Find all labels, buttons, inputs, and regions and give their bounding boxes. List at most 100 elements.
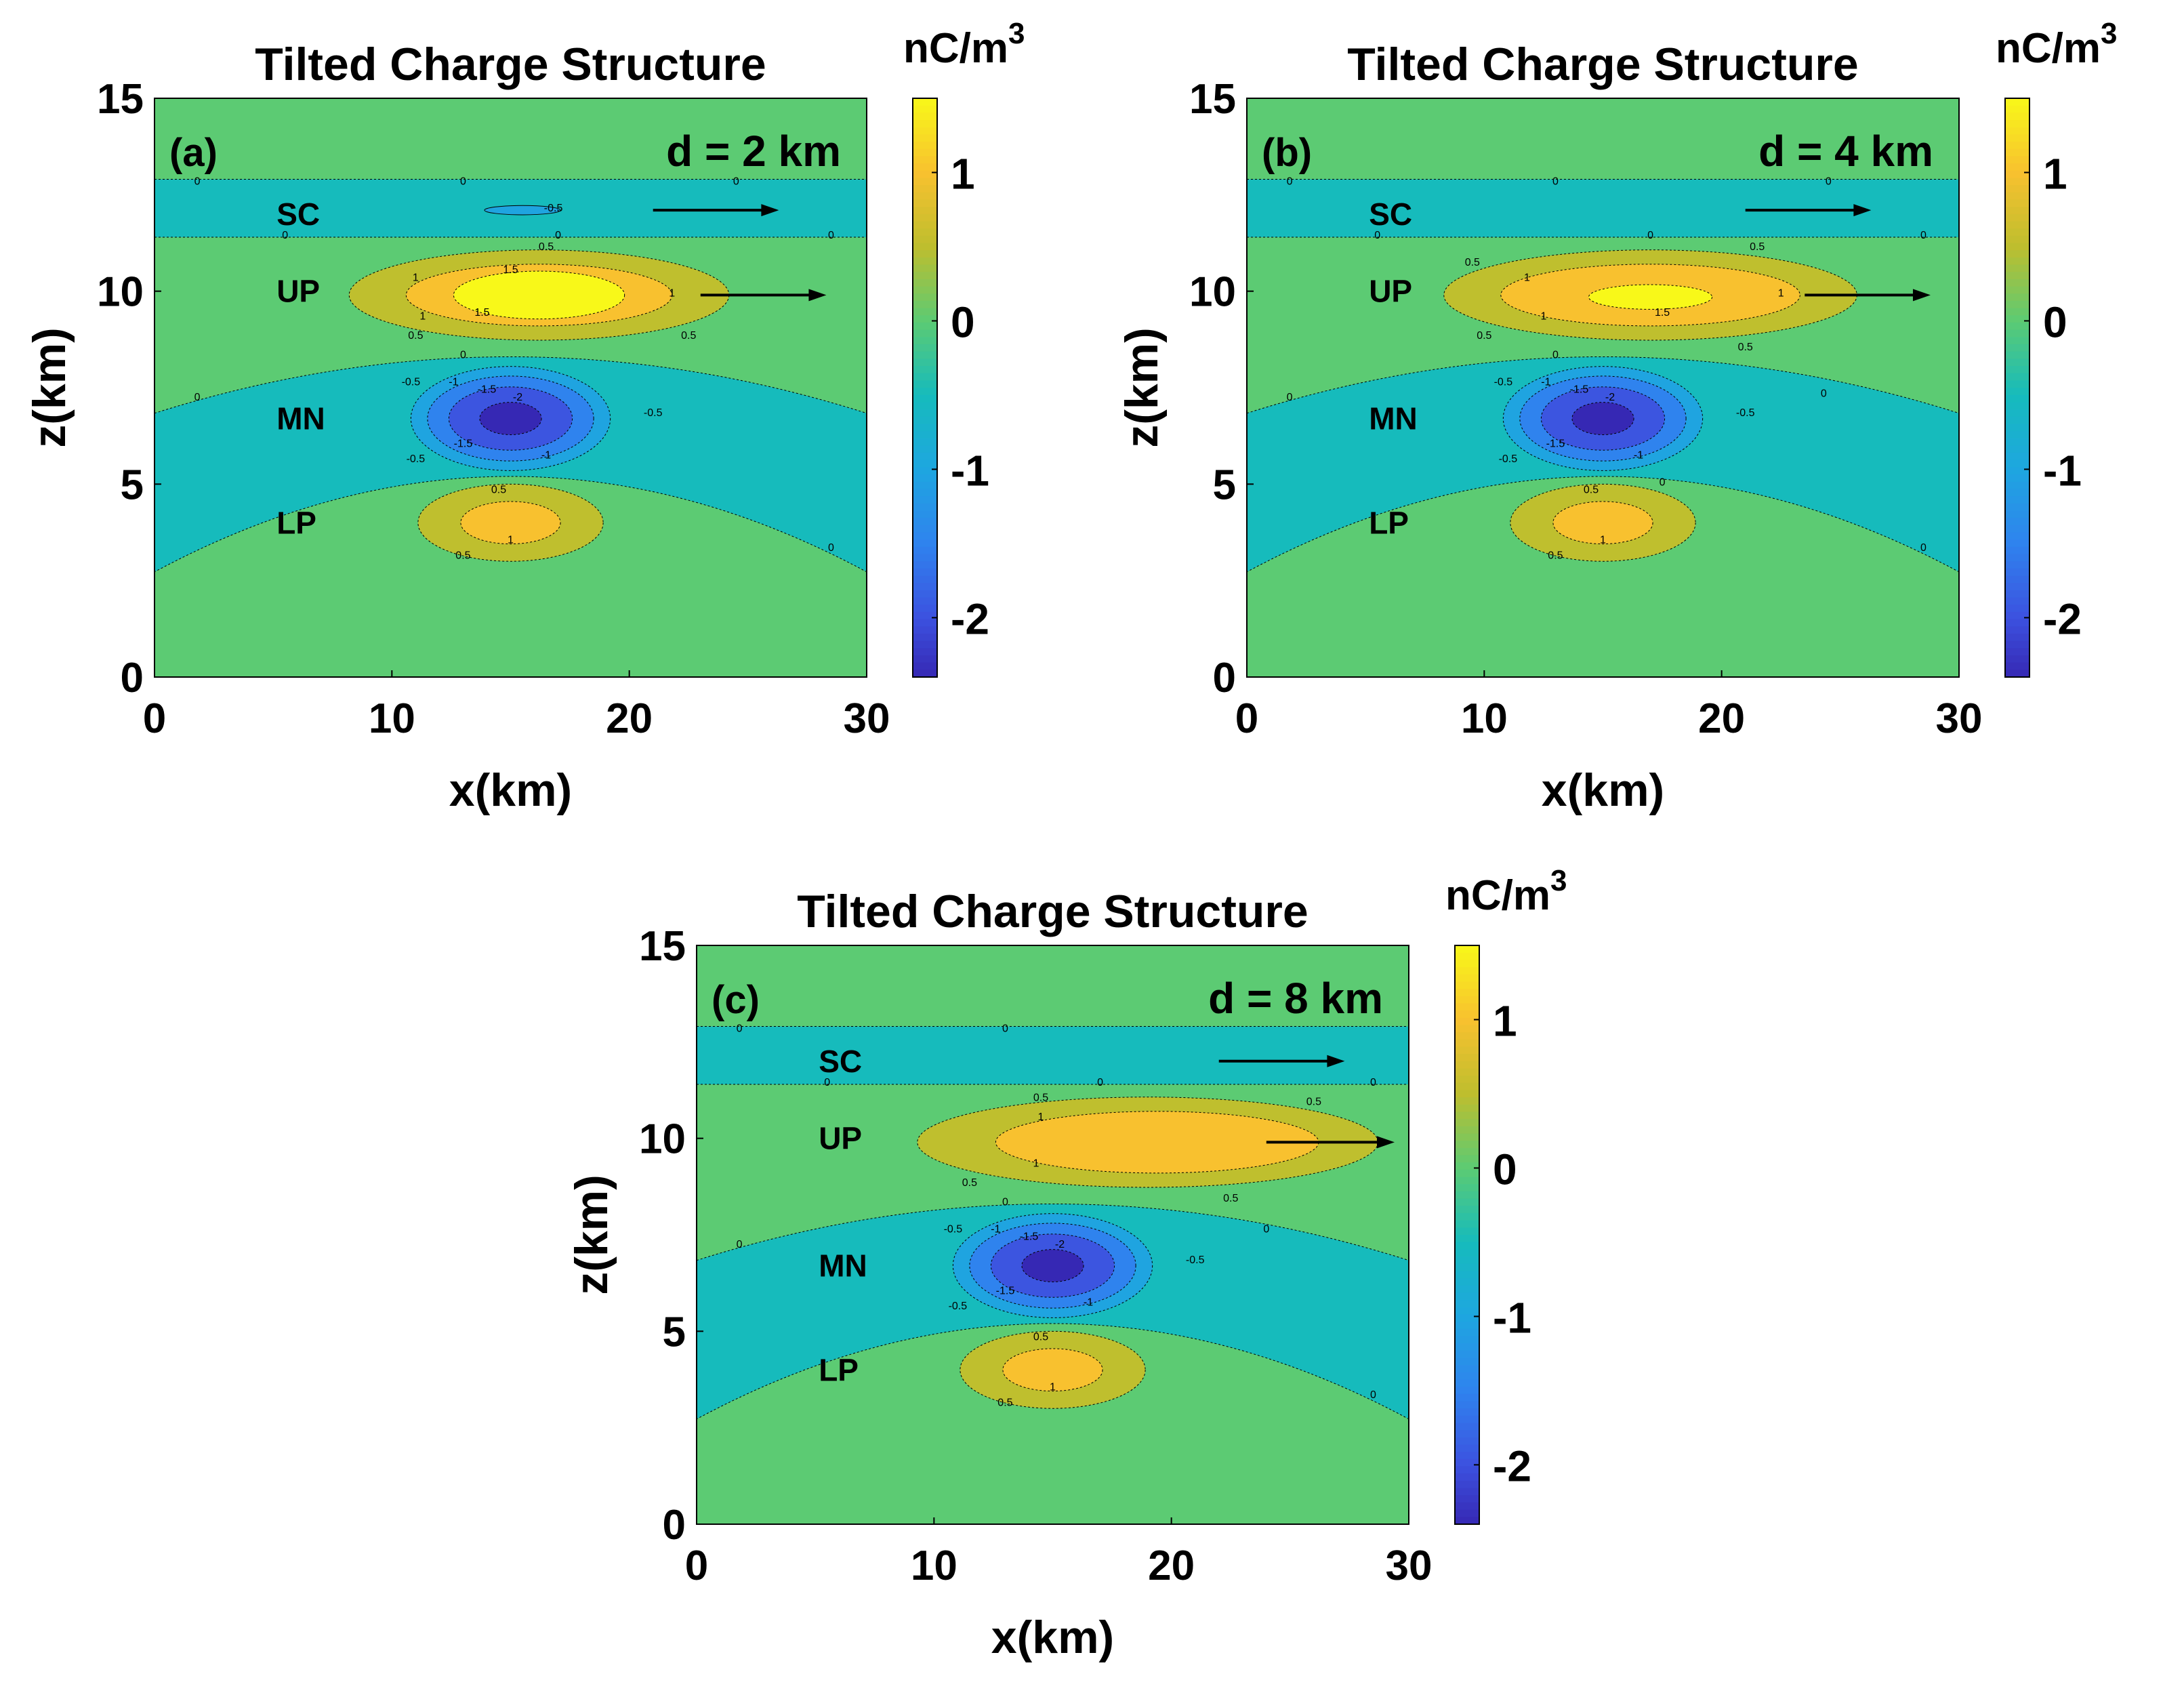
colorbar-cell: [2005, 648, 2030, 656]
colorbar-cell: [1455, 996, 1479, 1004]
colorbar-cell: [1455, 945, 1479, 954]
colorbar-cell: [2005, 662, 2030, 671]
up-contour-2: [453, 270, 625, 320]
contour-label: -1: [1634, 449, 1643, 461]
plot-area: 0 0 0 0 0 0 0.5 0.5 1 1 1.5 1 0.5 0.5 0 -0.5 -1 -1.5 -2 -0.…: [1247, 98, 1959, 677]
colorbar-cell: [2005, 554, 2030, 563]
colorbar-cell: [1455, 1162, 1479, 1170]
colorbar-cell: [2005, 590, 2030, 598]
region-label-sc: SC: [819, 1044, 862, 1079]
colorbar-cell: [2005, 489, 2030, 497]
colorbar-cell: [2005, 243, 2030, 251]
colorbar-cell: [1455, 1336, 1479, 1345]
colorbar-cell: [913, 597, 937, 606]
colorbar-cell: [1455, 1133, 1479, 1142]
contour-label: 0: [1374, 230, 1380, 241]
colorbar-cell: [913, 373, 937, 382]
contour-label: 0: [1370, 1077, 1376, 1088]
contour-label: 0.5: [1584, 485, 1599, 496]
contour-label: 0: [460, 176, 466, 187]
colorbar-cell: [2005, 394, 2030, 403]
colorbar-cell: [2005, 98, 2030, 106]
colorbar-cell: [913, 474, 937, 483]
contour-label: 1.5: [1655, 307, 1670, 319]
arrow-head: [1376, 1136, 1395, 1149]
panel-b: 0 0 0 0 0 0 0.5 0.5 1 1 1.5 1 0.5 0.5 0 -0.5 -1 -1.5 -2 -0.…: [1092, 0, 2184, 840]
colorbar-cell: [2005, 568, 2030, 577]
colorbar-cell: [1455, 1198, 1479, 1207]
colorbar-tick-label: 0: [1493, 1145, 1517, 1193]
colorbar-cell: [913, 163, 937, 171]
colorbar-cell: [913, 105, 937, 114]
x-tick-label: 30: [1936, 695, 1983, 742]
colorbar-cell: [913, 532, 937, 541]
colorbar-cell: [913, 264, 937, 273]
contour-label: -0.5: [644, 407, 663, 419]
colorbar-cell: [1455, 1372, 1479, 1381]
contour-label: 0: [1647, 230, 1653, 241]
colorbar-cell: [913, 626, 937, 634]
colorbar-cell: [1455, 1010, 1479, 1019]
colorbar-cell: [2005, 264, 2030, 273]
colorbar-cell: [2005, 583, 2030, 591]
colorbar-cell: [2005, 532, 2030, 541]
contour-label: 0: [1002, 1196, 1008, 1208]
colorbar-cell: [2005, 113, 2030, 121]
colorbar-cell: [913, 605, 937, 613]
colorbar-cell: [2005, 235, 2030, 244]
y-tick-label: 15: [639, 923, 686, 970]
contour-label: 1.5: [474, 307, 489, 319]
contour-label: 1: [1600, 535, 1606, 546]
colorbar-cell: [2005, 308, 2030, 316]
colorbar-cell: [913, 670, 937, 678]
contour-label: 0: [828, 542, 834, 554]
contour-label: 0: [828, 230, 834, 241]
colorbar-cell: [913, 113, 937, 121]
colorbar-cell: [913, 351, 937, 360]
arrow-head: [761, 204, 779, 217]
colorbar-cell: [913, 445, 937, 454]
contour-label: 0.5: [1548, 550, 1563, 562]
colorbar-cell: [913, 590, 937, 598]
region-label-sc: SC: [276, 197, 320, 232]
colorbar-cell: [1455, 1401, 1479, 1410]
colorbar-cell: [1455, 1502, 1479, 1511]
colorbar-cell: [1455, 967, 1479, 975]
contour-label: 1: [1038, 1111, 1044, 1123]
colorbar-cell: [1455, 1379, 1479, 1388]
x-tick-label: 20: [1698, 695, 1745, 742]
y-tick-label: 15: [1189, 76, 1236, 123]
d-annotation: d = 4 km: [1758, 127, 1933, 176]
chart-title: Tilted Charge Structure: [255, 39, 766, 90]
colorbar-cell: [2005, 163, 2030, 171]
contour-label: 0: [1287, 176, 1293, 187]
contour-label: 0.5: [408, 330, 423, 342]
colorbar-cell: [2005, 626, 2030, 634]
colorbar-cell: [2005, 525, 2030, 533]
x-tick-label: 30: [1386, 1542, 1433, 1589]
colorbar-cell: [913, 388, 937, 396]
contour-label: 0: [1097, 1077, 1103, 1088]
colorbar-cell: [1455, 1119, 1479, 1127]
colorbar-cell: [1455, 1076, 1479, 1084]
colorbar-cell: [2005, 359, 2030, 367]
contour-label: -2: [513, 392, 522, 403]
axes-box: [696, 945, 1409, 1525]
colorbar-label-superscript: 3: [1008, 17, 1025, 50]
colorbar-cell: [913, 489, 937, 497]
colorbar-cell: [913, 648, 937, 656]
colorbar-cell: [1455, 1206, 1479, 1214]
colorbar-cell: [2005, 351, 2030, 360]
colorbar-cell: [2005, 207, 2030, 215]
colorbar-cell: [1455, 1212, 1479, 1221]
contour-label: 0: [282, 230, 288, 241]
contour-label: 0.5: [1738, 342, 1753, 353]
colorbar-cell: [2005, 213, 2030, 222]
y-axis-label: z(km): [1116, 327, 1168, 448]
colorbar-cell: [913, 365, 937, 374]
x-tick-label: 0: [685, 1542, 708, 1589]
colorbar-cell: [1455, 1480, 1479, 1489]
colorbar-cell: [1455, 1003, 1479, 1012]
colorbar-cell: [2005, 221, 2030, 230]
